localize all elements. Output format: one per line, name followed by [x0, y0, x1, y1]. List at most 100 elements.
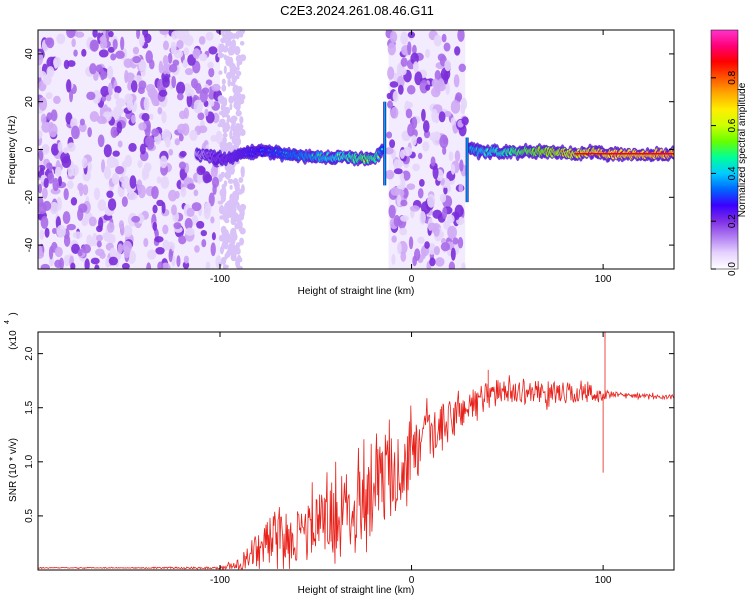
noise-blob	[408, 236, 414, 250]
noise-blob	[411, 116, 418, 129]
noise-blob	[38, 65, 42, 78]
noise-blob	[399, 227, 408, 236]
noise-blob	[450, 117, 456, 126]
noise-blob	[183, 255, 189, 264]
noise-blob	[193, 99, 203, 114]
noise-blob	[106, 65, 114, 80]
noise-blob	[95, 234, 104, 242]
noise-blob	[230, 115, 238, 122]
y-tick-label: 1.0	[24, 454, 35, 468]
noise-blob	[88, 216, 97, 227]
noise-blob	[217, 52, 225, 59]
noise-blob	[38, 96, 48, 111]
noise-blob	[222, 45, 229, 53]
noise-blob	[427, 222, 437, 231]
noise-blob	[79, 186, 84, 197]
noise-blob	[141, 113, 150, 122]
noise-blob	[156, 176, 162, 184]
noise-blob	[228, 95, 235, 104]
noise-blob	[117, 243, 123, 255]
noise-blob	[232, 121, 236, 126]
noise-blob	[219, 141, 226, 149]
noise-blob	[208, 192, 215, 207]
spectrogram-x-label: Height of straight line (km)	[298, 286, 415, 297]
noise-blob	[439, 193, 447, 203]
noise-blob	[419, 178, 425, 187]
colorbar-tick-label: 0.6	[727, 118, 738, 132]
noise-blob	[204, 173, 213, 183]
colorbar-tick-label: 0.2	[727, 214, 738, 228]
noise-blob	[168, 148, 174, 156]
noise-blob	[143, 237, 149, 248]
noise-blob	[238, 257, 243, 263]
noise-blob	[50, 187, 61, 195]
noise-blob	[71, 125, 80, 140]
noise-blob	[115, 97, 126, 108]
noise-blob	[42, 200, 52, 211]
snr-y-axis: 0.5 1.0 1.5 2.0	[24, 346, 674, 523]
noise-blob	[78, 122, 87, 133]
noise-blob	[162, 55, 169, 66]
noise-blob	[143, 97, 150, 111]
noise-blob	[167, 52, 173, 64]
noise-blob	[145, 135, 155, 147]
noise-blob	[412, 163, 420, 172]
noise-blob	[406, 101, 414, 109]
noise-blob	[160, 262, 171, 269]
noise-blob	[160, 176, 170, 189]
noise-blob	[220, 192, 227, 198]
noise-blob	[422, 120, 430, 133]
noise-blob	[54, 166, 62, 178]
noise-blob	[221, 119, 225, 125]
noise-blob	[44, 227, 50, 238]
noise-blob	[185, 227, 195, 236]
noise-blob	[63, 147, 69, 154]
noise-blob	[226, 118, 230, 124]
colorbar-tick-label: 0.4	[727, 166, 738, 180]
noise-blob	[223, 106, 231, 115]
noise-blob	[98, 217, 104, 230]
noise-blob	[182, 30, 190, 43]
noise-blob	[114, 85, 122, 94]
noise-blob	[433, 131, 441, 141]
noise-blob	[138, 59, 147, 72]
noise-blob	[442, 206, 448, 219]
noise-blob	[131, 114, 136, 124]
colorbar-ticks: 0.0 0.2 0.4 0.6 0.8	[711, 70, 738, 276]
noise-blob	[66, 223, 76, 231]
noise-blob	[385, 169, 395, 180]
noise-blob	[149, 88, 158, 102]
noise-blob	[237, 85, 243, 93]
noise-blob	[48, 163, 53, 172]
noise-blob	[146, 249, 157, 260]
noise-blob	[229, 33, 236, 39]
noise-blob	[421, 108, 426, 122]
noise-blob	[389, 81, 399, 88]
snr-scale-exp: 4	[4, 320, 11, 324]
noise-blob	[82, 184, 89, 196]
noise-blob	[232, 129, 239, 138]
noise-blob	[184, 68, 194, 76]
noise-blob	[38, 148, 44, 162]
noise-blob	[430, 156, 436, 167]
noise-blob	[97, 199, 107, 212]
noise-blob	[211, 83, 221, 92]
noise-blob	[222, 30, 228, 33]
x-tick-label: 100	[595, 274, 612, 285]
noise-blob	[89, 111, 100, 123]
y-tick-label: 2.0	[24, 346, 35, 360]
noise-blob	[441, 33, 447, 43]
noise-blob	[227, 78, 231, 87]
noise-blob	[239, 54, 247, 62]
colorbar: 0.0 0.2 0.4 0.6 0.8 Normalized spectral ampl…	[710, 29, 748, 276]
noise-blob	[121, 196, 128, 207]
noise-blob	[106, 155, 117, 169]
noise-blob	[454, 204, 464, 218]
noise-blob	[168, 248, 173, 263]
noise-blob	[234, 91, 241, 97]
noise-blob	[189, 129, 198, 142]
noise-blob	[406, 85, 416, 95]
noise-blob	[116, 121, 123, 134]
noise-blob	[90, 257, 100, 265]
